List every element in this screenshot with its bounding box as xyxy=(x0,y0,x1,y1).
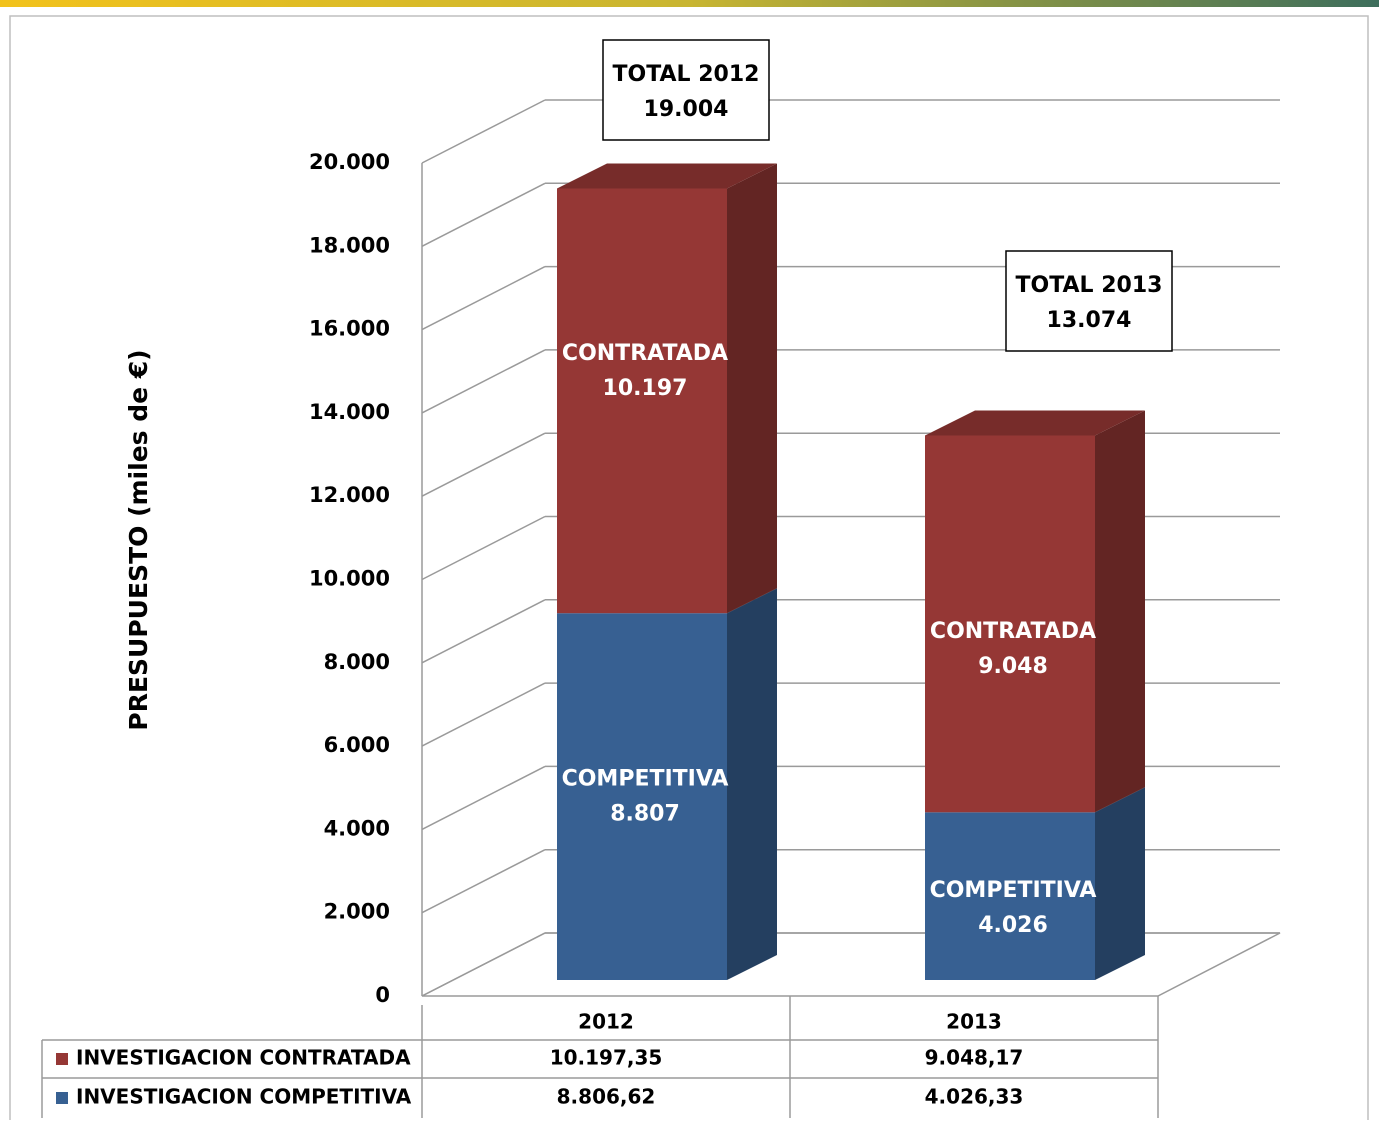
grid-line-side xyxy=(421,265,546,331)
bar-side xyxy=(727,163,777,614)
legend-label: INVESTIGACION COMPETITIVA xyxy=(76,1085,412,1109)
y-tick-label: 10.000 xyxy=(309,567,390,591)
table-cell: 8.806,62 xyxy=(557,1085,656,1109)
table-cell: 10.197,35 xyxy=(550,1046,663,1070)
floor xyxy=(421,932,1281,997)
total-box xyxy=(1005,250,1173,352)
legend-key xyxy=(56,1053,68,1065)
total-value: 13.074 xyxy=(1047,308,1132,333)
total-box xyxy=(602,39,770,141)
legend-label: INVESTIGACION CONTRATADA xyxy=(76,1046,411,1070)
top-strip xyxy=(0,0,1379,7)
data-label: 9.048 xyxy=(978,654,1048,679)
grid-line-side xyxy=(421,349,546,414)
grid-line-side xyxy=(421,682,546,747)
bar-side xyxy=(727,588,777,980)
y-tick-label: 20.000 xyxy=(309,150,390,174)
y-tick-label: 12.000 xyxy=(309,483,390,507)
table-cell: 4.026,33 xyxy=(925,1085,1024,1109)
data-label-name: COMPETITIVA xyxy=(562,767,729,792)
x-tick-label: 2012 xyxy=(578,1010,634,1034)
data-label: 10.197 xyxy=(603,376,688,401)
y-tick-label: 14.000 xyxy=(309,400,390,424)
total-label: TOTAL 2013 xyxy=(1016,273,1163,298)
bar-side xyxy=(1095,787,1145,980)
data-label-name: COMPETITIVA xyxy=(930,878,1097,903)
total-label: TOTAL 2012 xyxy=(613,62,760,87)
x-tick-label: 2013 xyxy=(946,1010,1002,1034)
data-label-name: CONTRATADA xyxy=(562,341,728,366)
total-value: 19.004 xyxy=(644,97,729,122)
y-tick-label: 16.000 xyxy=(309,317,390,341)
grid-line-side xyxy=(421,515,546,581)
y-tick-label: 18.000 xyxy=(309,233,390,257)
y-axis-label: PRESUPUESTO (miles de €) xyxy=(124,349,153,730)
legend-key xyxy=(56,1092,68,1104)
grid-line-side xyxy=(421,765,546,831)
y-tick-label: 8.000 xyxy=(324,650,390,674)
grid-line-side xyxy=(421,182,546,247)
bar xyxy=(925,435,1095,813)
bar-top xyxy=(557,163,777,189)
y-tick-label: 4.000 xyxy=(324,816,390,840)
y-tick-label: 2.000 xyxy=(324,900,390,924)
bar-top xyxy=(925,410,1145,436)
data-label: 8.807 xyxy=(610,802,680,827)
grid-line-side xyxy=(421,932,546,997)
chart-frame xyxy=(9,15,1369,1124)
y-tick-label: 6.000 xyxy=(324,733,390,757)
grid-line-side xyxy=(421,599,546,664)
data-label: 4.026 xyxy=(978,913,1048,938)
bar xyxy=(557,613,727,980)
grid-line-side xyxy=(421,432,546,497)
grid-line-side xyxy=(421,849,546,914)
data-label-name: CONTRATADA xyxy=(930,619,1096,644)
bar xyxy=(557,188,727,614)
grid-line-side xyxy=(421,99,546,164)
y-tick-label: 0 xyxy=(375,983,390,1007)
bar-side xyxy=(1095,410,1145,813)
bar xyxy=(925,812,1095,980)
table-cell: 9.048,17 xyxy=(925,1046,1024,1070)
